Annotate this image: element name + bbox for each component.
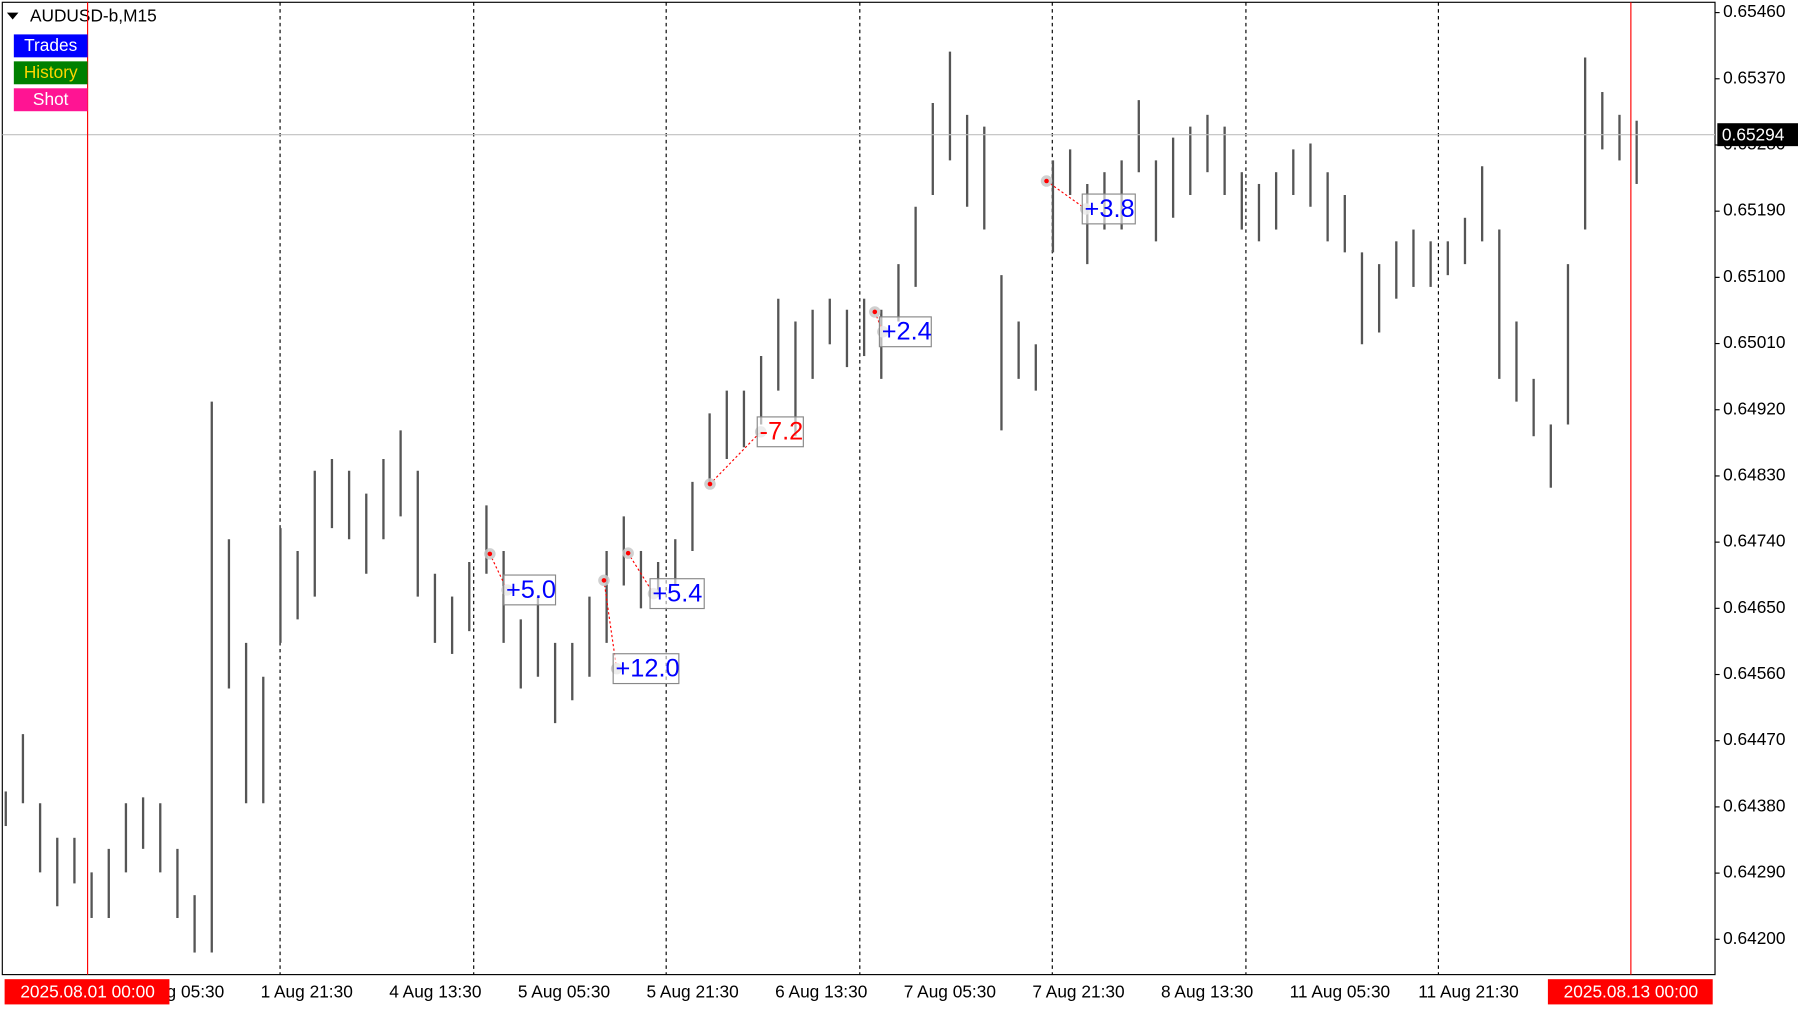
- trade-label-box: [649, 578, 705, 610]
- menu-arrow[interactable]: [6, 12, 19, 20]
- y-tick-label: 0.65190: [1723, 200, 1785, 220]
- trade-label-box: [756, 416, 804, 448]
- y-tick-label: 0.64200: [1723, 928, 1785, 948]
- trade-label: +5.0: [506, 576, 556, 604]
- x-tick-label: 11 Aug 05:30: [1290, 982, 1391, 1002]
- trade-line: [627, 552, 654, 594]
- trade-label-box: [878, 316, 932, 348]
- x-tick-label: 8 Aug 13:30: [1161, 982, 1253, 1002]
- chart-title: AUDUSD-b,M15: [30, 6, 157, 26]
- plot-frame: [1, 1, 1716, 976]
- y-tick-label: 0.64560: [1723, 663, 1785, 683]
- trade-label-box: [612, 653, 680, 685]
- bid-label-box: [1717, 123, 1798, 147]
- trade-open-dot: [487, 551, 493, 557]
- time-marker-box: [1547, 979, 1713, 1005]
- x-tick-label: 11 Aug 21:30: [1418, 982, 1519, 1002]
- y-tick-label: 0.64920: [1723, 398, 1785, 418]
- x-tick-label: 7 Aug 21:30: [1032, 982, 1124, 1002]
- time-marker-label: 2025.08.01 00:00: [20, 982, 155, 1002]
- button-label[interactable]: History: [24, 62, 78, 82]
- trade-label: +12.0: [615, 655, 679, 683]
- y-tick-label: 0.64470: [1723, 729, 1785, 749]
- trade-open-dot: [1044, 178, 1049, 184]
- trade-open-dot: [601, 578, 607, 583]
- y-tick-label: 0.65460: [1723, 1, 1785, 21]
- y-tick-label: 0.65100: [1723, 266, 1785, 286]
- button-label[interactable]: Shot: [33, 89, 69, 109]
- x-tick-label: 5 Aug 05:30: [518, 982, 610, 1002]
- y-tick-label: 0.64650: [1723, 597, 1785, 617]
- trade-label: +3.8: [1085, 195, 1135, 223]
- button-label[interactable]: Trades: [24, 35, 77, 55]
- bid-label: 0.65294: [1722, 124, 1785, 144]
- x-tick-label: 7 Aug 05:30: [904, 982, 996, 1002]
- time-marker-box: [4, 979, 170, 1005]
- trade-label: -7.2: [760, 418, 804, 446]
- y-tick-label: 0.65010: [1723, 332, 1785, 352]
- button[interactable]: [13, 88, 88, 112]
- x-tick-label: 4 Aug 13:30: [389, 982, 481, 1002]
- trade-label: +2.4: [882, 318, 932, 346]
- button[interactable]: [13, 34, 88, 58]
- trade-label-box: [1081, 193, 1136, 225]
- price-bars: [4, 51, 1638, 953]
- trade-open-dot: [872, 309, 878, 315]
- x-tick-label: 1 Aug 21:30: [261, 982, 353, 1002]
- y-tick-label: 0.64380: [1723, 795, 1785, 815]
- y-tick-label: 0.64830: [1723, 465, 1785, 485]
- trade-open-dot: [625, 550, 631, 556]
- x-tick-label: 6 Aug 13:30: [775, 982, 867, 1002]
- trade-label-box: [503, 574, 557, 606]
- y-tick-label: 0.64290: [1723, 862, 1785, 882]
- trade-line: [709, 431, 762, 485]
- y-tick-label: 0.65370: [1723, 67, 1785, 87]
- trade-line: [1046, 180, 1087, 210]
- x-tick-label: 5 Aug 21:30: [646, 982, 738, 1002]
- time-marker-label: 2025.08.13 00:00: [1564, 982, 1699, 1002]
- trade-open-dot: [707, 481, 713, 487]
- button[interactable]: [13, 61, 88, 85]
- trade-label: +5.4: [652, 579, 702, 607]
- y-tick-label: 0.64740: [1723, 531, 1785, 551]
